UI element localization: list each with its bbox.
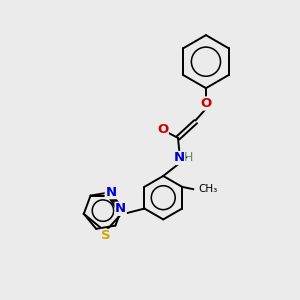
Text: N: N <box>105 186 116 199</box>
Text: O: O <box>200 97 211 110</box>
Text: H: H <box>184 151 194 164</box>
Text: CH₃: CH₃ <box>198 184 218 194</box>
Text: O: O <box>157 123 168 136</box>
Text: N: N <box>174 152 185 164</box>
Text: N: N <box>115 202 126 215</box>
Text: S: S <box>101 230 111 242</box>
